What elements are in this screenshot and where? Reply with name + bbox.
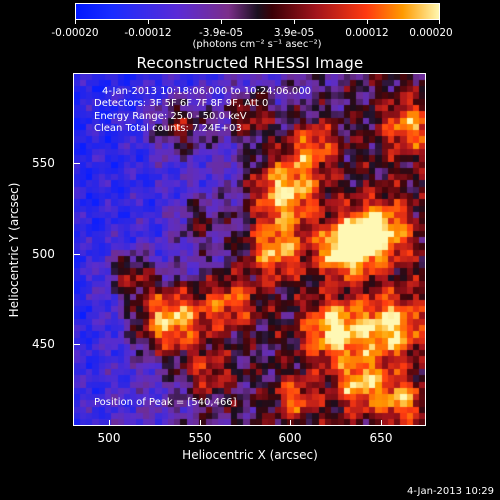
y-axis-tick bbox=[74, 344, 80, 345]
image-heatmap bbox=[74, 74, 426, 426]
detectors-label: Detectors: 3F 5F 6F 7F 8F 9F, Att 0 bbox=[94, 98, 269, 109]
x-tick-label: 550 bbox=[188, 431, 212, 445]
x-axis-tick bbox=[109, 420, 110, 426]
y-axis-tick bbox=[74, 254, 80, 255]
x-axis-label: Heliocentric X (arcsec) bbox=[182, 448, 318, 462]
plot-timestamp: 4-Jan-2013 10:29 bbox=[407, 486, 494, 497]
colorbar-tick-label: 3.9e-05 bbox=[273, 27, 315, 39]
y-tick-label: 500 bbox=[32, 247, 55, 261]
x-tick-label: 500 bbox=[97, 431, 121, 445]
image-title: Reconstructed RHESSI Image bbox=[136, 54, 364, 72]
colorbar-tick bbox=[148, 20, 149, 24]
y-tick-label: 450 bbox=[32, 337, 55, 351]
colorbar-tick bbox=[221, 20, 222, 24]
colorbar-unit-label: (photons cm⁻² s⁻¹ asec⁻²) bbox=[192, 39, 322, 50]
colorbar-tick-label: 0.00012 bbox=[345, 27, 389, 39]
colorbar-tick bbox=[75, 20, 76, 24]
y-axis-tick bbox=[74, 163, 80, 164]
colorbar-tick bbox=[439, 20, 440, 24]
x-axis-tick bbox=[381, 420, 382, 426]
colorbar-tick bbox=[367, 20, 368, 24]
y-axis-label: Heliocentric Y (arcsec) bbox=[7, 182, 21, 318]
colorbar-tick-label: 0.00020 bbox=[409, 27, 453, 39]
colorbar bbox=[75, 3, 440, 20]
colorbar-tick-label: -0.00020 bbox=[51, 27, 99, 39]
colorbar-tick bbox=[294, 20, 295, 24]
x-tick-label: 600 bbox=[278, 431, 302, 445]
rhessi-image bbox=[74, 74, 426, 426]
x-tick-label: 650 bbox=[369, 431, 393, 445]
x-axis-tick bbox=[200, 420, 201, 426]
clean-counts-label: Clean Total counts: 7.24E+03 bbox=[94, 123, 242, 134]
time-range-label: 4-Jan-2013 10:18:06.000 to 10:24:06.000 bbox=[102, 86, 311, 97]
peak-position-label: Position of Peak = [540,466] bbox=[94, 397, 237, 408]
colorbar-tick-label: -0.00012 bbox=[124, 27, 172, 39]
energy-range-label: Energy Range: 25.0 - 50.0 keV bbox=[94, 111, 247, 122]
colorbar-tick-label: -3.9e-05 bbox=[198, 27, 244, 39]
x-axis-tick bbox=[290, 420, 291, 426]
y-tick-label: 550 bbox=[32, 156, 55, 170]
